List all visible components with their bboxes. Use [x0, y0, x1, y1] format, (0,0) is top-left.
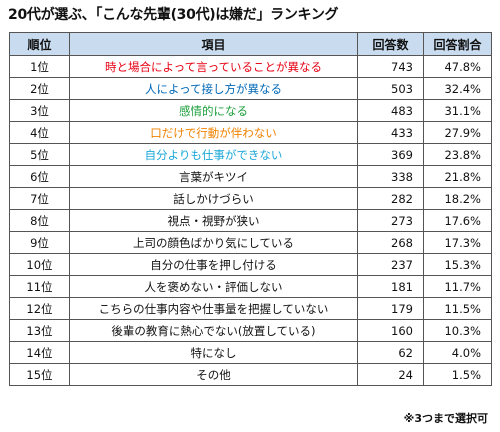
- count-cell: 503: [357, 77, 424, 100]
- table-row: 6位 言葉がキツイ 338 21.8%: [9, 165, 492, 188]
- item-cell: 特になし: [69, 341, 358, 364]
- count-cell: 369: [357, 143, 424, 166]
- column-header-rank: 順位: [9, 32, 70, 56]
- table-row: 2位 人によって接し方が異なる 503 32.4%: [9, 77, 492, 100]
- percent-cell: 18.2%: [423, 187, 492, 210]
- table-row: 7位 話しかけづらい 282 18.2%: [9, 187, 492, 210]
- count-cell: 179: [357, 297, 424, 320]
- rank-cell: 5位: [9, 143, 70, 166]
- percent-cell: 21.8%: [423, 165, 492, 188]
- rank-cell: 10位: [9, 253, 70, 276]
- count-cell: 743: [357, 55, 424, 78]
- table-body: 1位 時と場合によって言っていることが異なる 743 47.8% 2位 人によって接し方が…: [9, 55, 492, 386]
- column-header-item: 項目: [69, 32, 358, 56]
- count-cell: 181: [357, 275, 424, 298]
- rank-cell: 6位: [9, 165, 70, 188]
- rank-cell: 8位: [9, 209, 70, 232]
- percent-cell: 1.5%: [423, 363, 492, 386]
- table-row: 1位 時と場合によって言っていることが異なる 743 47.8%: [9, 55, 492, 78]
- table-row: 11位 人を褒めない・評価しない 181 11.7%: [9, 275, 492, 298]
- percent-cell: 11.7%: [423, 275, 492, 298]
- item-cell: 自分の仕事を押し付ける: [69, 253, 358, 276]
- percent-cell: 31.1%: [423, 99, 492, 122]
- count-cell: 237: [357, 253, 424, 276]
- percent-cell: 11.5%: [423, 297, 492, 320]
- item-cell: 感情的になる: [69, 99, 358, 122]
- percent-cell: 15.3%: [423, 253, 492, 276]
- table-row: 10位 自分の仕事を押し付ける 237 15.3%: [9, 253, 492, 276]
- count-cell: 273: [357, 209, 424, 232]
- percent-cell: 23.8%: [423, 143, 492, 166]
- column-header-count: 回答数: [357, 32, 424, 56]
- item-cell: こちらの仕事内容や仕事量を把握していない: [69, 297, 358, 320]
- percent-cell: 17.6%: [423, 209, 492, 232]
- count-cell: 338: [357, 165, 424, 188]
- item-cell: 口だけで行動が伴わない: [69, 121, 358, 144]
- percent-cell: 10.3%: [423, 319, 492, 342]
- table-row: 13位 後輩の教育に熱心でない(放置している) 160 10.3%: [9, 319, 492, 342]
- table-header-row: 順位 項目 回答数 回答割合: [9, 32, 492, 56]
- rank-cell: 3位: [9, 99, 70, 122]
- item-cell: 人によって接し方が異なる: [69, 77, 358, 100]
- table-row: 15位 その他 24 1.5%: [9, 363, 492, 386]
- rank-cell: 14位: [9, 341, 70, 364]
- count-cell: 268: [357, 231, 424, 254]
- rank-cell: 7位: [9, 187, 70, 210]
- percent-cell: 32.4%: [423, 77, 492, 100]
- count-cell: 62: [357, 341, 424, 364]
- percent-cell: 17.3%: [423, 231, 492, 254]
- item-cell: 上司の顔色ばかり気にしている: [69, 231, 358, 254]
- item-cell: 時と場合によって言っていることが異なる: [69, 55, 358, 78]
- rank-cell: 12位: [9, 297, 70, 320]
- item-cell: 言葉がキツイ: [69, 165, 358, 188]
- count-cell: 282: [357, 187, 424, 210]
- item-cell: 人を褒めない・評価しない: [69, 275, 358, 298]
- ranking-table: 順位 項目 回答数 回答割合 1位 時と場合によって言っていることが異なる 743 4…: [9, 32, 492, 386]
- table-row: 12位 こちらの仕事内容や仕事量を把握していない 179 11.5%: [9, 297, 492, 320]
- rank-cell: 1位: [9, 55, 70, 78]
- rank-cell: 15位: [9, 363, 70, 386]
- column-header-percent: 回答割合: [423, 32, 492, 56]
- table-row: 3位 感情的になる 483 31.1%: [9, 99, 492, 122]
- table-row: 14位 特になし 62 4.0%: [9, 341, 492, 364]
- rank-cell: 13位: [9, 319, 70, 342]
- item-cell: 後輩の教育に熱心でない(放置している): [69, 319, 358, 342]
- chart-title: 20代が選ぶ、「こんな先輩(30代)は嫌だ」ランキング: [8, 7, 339, 23]
- percent-cell: 4.0%: [423, 341, 492, 364]
- count-cell: 160: [357, 319, 424, 342]
- table-row: 4位 口だけで行動が伴わない 433 27.9%: [9, 121, 492, 144]
- rank-cell: 4位: [9, 121, 70, 144]
- count-cell: 483: [357, 99, 424, 122]
- item-cell: 話しかけづらい: [69, 187, 358, 210]
- item-cell: その他: [69, 363, 358, 386]
- table-row: 8位 視点・視野が狭い 273 17.6%: [9, 209, 492, 232]
- table-row: 9位 上司の顔色ばかり気にしている 268 17.3%: [9, 231, 492, 254]
- rank-cell: 2位: [9, 77, 70, 100]
- table-row: 5位 自分よりも仕事ができない 369 23.8%: [9, 143, 492, 166]
- count-cell: 433: [357, 121, 424, 144]
- footnote: ※3つまで選択可: [403, 412, 488, 425]
- percent-cell: 27.9%: [423, 121, 492, 144]
- count-cell: 24: [357, 363, 424, 386]
- item-cell: 視点・視野が狭い: [69, 209, 358, 232]
- rank-cell: 9位: [9, 231, 70, 254]
- item-cell: 自分よりも仕事ができない: [69, 143, 358, 166]
- percent-cell: 47.8%: [423, 55, 492, 78]
- rank-cell: 11位: [9, 275, 70, 298]
